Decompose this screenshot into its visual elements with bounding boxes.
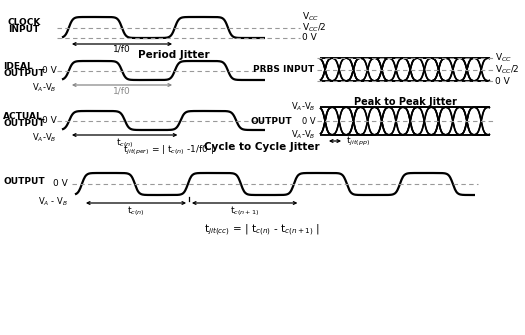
Text: 0 V: 0 V <box>42 66 57 75</box>
Text: 0 V: 0 V <box>42 116 57 125</box>
Text: ACTUAL: ACTUAL <box>3 112 43 121</box>
Text: V$_A$-V$_B$: V$_A$-V$_B$ <box>291 129 316 141</box>
Text: 1/f0: 1/f0 <box>113 86 131 95</box>
Text: OUTPUT: OUTPUT <box>3 69 45 78</box>
Text: t$_{jit(per)}$ = | t$_{c(n)}$ -1/f0 |: t$_{jit(per)}$ = | t$_{c(n)}$ -1/f0 | <box>123 144 214 157</box>
Text: CLOCK: CLOCK <box>8 18 41 27</box>
Text: 0 V: 0 V <box>495 76 510 85</box>
Text: V$_A$ - V$_B$: V$_A$ - V$_B$ <box>38 196 68 208</box>
Text: OUTPUT: OUTPUT <box>250 117 292 126</box>
Text: V$_{CC}$/2: V$_{CC}$/2 <box>302 21 327 34</box>
Text: OUTPUT: OUTPUT <box>3 177 45 186</box>
Text: V$_{CC}$: V$_{CC}$ <box>495 52 512 64</box>
Text: t$_{jit(pp)}$: t$_{jit(pp)}$ <box>346 134 370 147</box>
Text: 1/f0: 1/f0 <box>113 45 131 54</box>
Text: Peak to Peak Jitter: Peak to Peak Jitter <box>353 97 456 107</box>
Text: 0 V: 0 V <box>53 180 68 189</box>
Text: INPUT: INPUT <box>8 25 39 34</box>
Text: t$_{c(n)}$: t$_{c(n)}$ <box>116 136 133 150</box>
Text: 0 V: 0 V <box>302 117 316 126</box>
Text: V$_{CC}$/2: V$_{CC}$/2 <box>495 63 520 76</box>
Text: V$_A$-V$_B$: V$_A$-V$_B$ <box>33 81 57 93</box>
Text: t$_{c(n+1)}$: t$_{c(n+1)}$ <box>230 204 259 218</box>
Text: IDEAL: IDEAL <box>3 62 33 71</box>
Text: V$_A$-V$_B$: V$_A$-V$_B$ <box>33 131 57 143</box>
Text: OUTPUT: OUTPUT <box>3 119 45 128</box>
Text: t$_{jit(cc)}$ = | t$_{c(n)}$ - t$_{c(n+1)}$ |: t$_{jit(cc)}$ = | t$_{c(n)}$ - t$_{c(n+1… <box>204 223 320 239</box>
Text: V$_{CC}$: V$_{CC}$ <box>302 11 319 23</box>
Text: 0 V: 0 V <box>302 34 317 43</box>
Text: Cycle to Cycle Jitter: Cycle to Cycle Jitter <box>204 142 320 152</box>
Text: V$_A$-V$_B$: V$_A$-V$_B$ <box>291 101 316 113</box>
Text: Period Jitter: Period Jitter <box>138 50 209 60</box>
Text: PRBS INPUT: PRBS INPUT <box>253 65 314 74</box>
Text: t$_{c(n)}$: t$_{c(n)}$ <box>127 204 145 218</box>
